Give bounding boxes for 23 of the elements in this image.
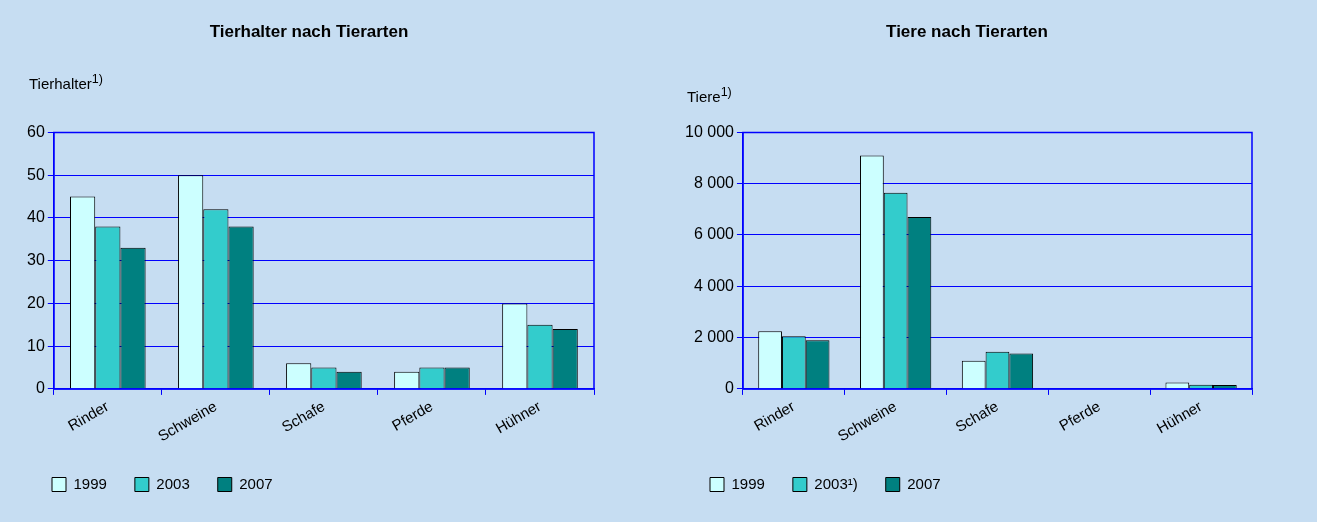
y-tick-label: 10 [27, 336, 45, 354]
chart-title: Tiere nach Tierarten [886, 21, 1048, 41]
legend-label: 2007 [907, 474, 941, 492]
y-tick-label: 30 [27, 251, 45, 269]
y-tick-label: 50 [27, 165, 45, 183]
y-tick-label: 40 [27, 208, 45, 226]
y-tick-label: 0 [725, 379, 735, 397]
legend-label: 1999 [731, 474, 765, 492]
legend-label: 1999 [73, 474, 107, 492]
y-tick-label: 0 [35, 379, 45, 397]
y-tick-label: 20 [27, 293, 45, 311]
y-tick-label: 4 000 [693, 276, 735, 294]
legend-label: 2003¹) [814, 474, 858, 492]
y-axis-title: Tierhalter$^{1)}$ [29, 72, 103, 92]
y-tick-label: 2 000 [693, 328, 735, 345]
y-tick-label: 6 000 [693, 225, 735, 243]
y-tick-label: 60 [27, 122, 45, 140]
chart-title: Tierhalter nach Tierarten [209, 21, 409, 41]
y-tick-label: 8 000 [693, 174, 735, 192]
y-tick-label: 10 000 [685, 122, 735, 140]
y-axis-title: Tiere$^{1)}$ [687, 85, 732, 105]
legend-label: 2003 [156, 474, 190, 492]
legend-label: 2007 [239, 474, 273, 492]
